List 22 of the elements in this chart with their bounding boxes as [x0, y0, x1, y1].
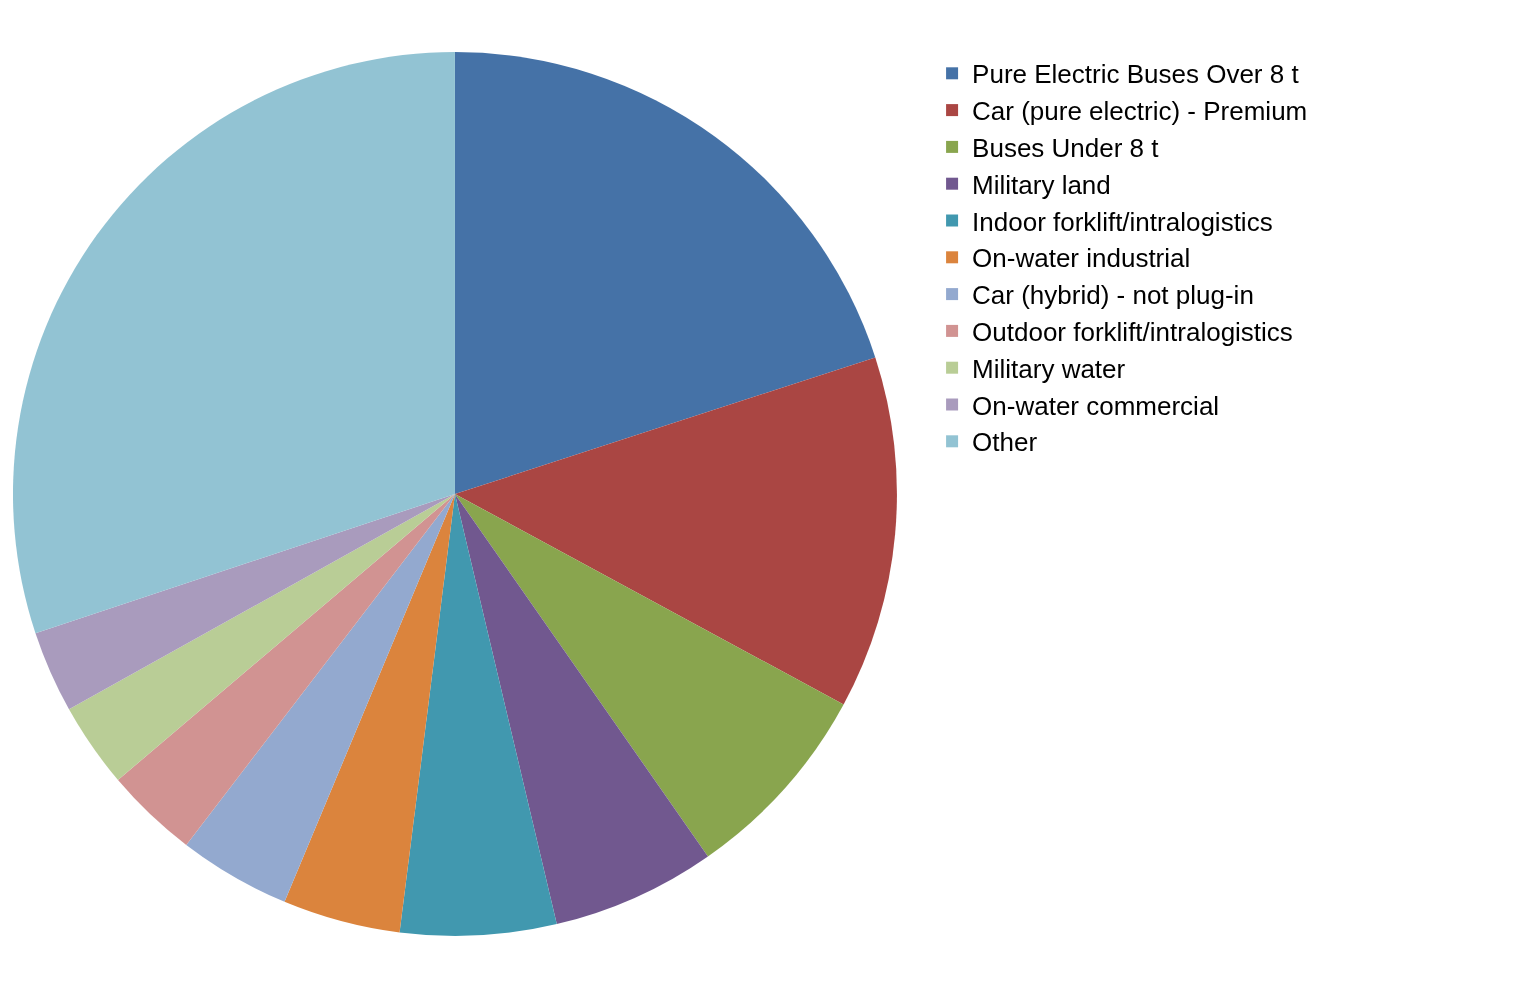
pie-slice [186, 494, 455, 902]
pie-slice [454, 357, 897, 705]
pie-slice [454, 52, 876, 495]
legend-label: Pure Electric Buses Over 8 t [972, 59, 1300, 90]
legend-label: Other [972, 427, 1038, 458]
legend-label: Military water [972, 353, 1126, 384]
pie-slice [399, 494, 557, 936]
legend-label: Indoor forklift/intralogistics [972, 206, 1273, 237]
legend-label: Buses Under 8 t [972, 133, 1160, 164]
pie-slice [69, 494, 455, 780]
pie-slice [117, 494, 455, 845]
pie-slice [284, 494, 455, 933]
pie-slice [35, 494, 455, 710]
pie-slice [454, 494, 844, 857]
legend-label: On-water industrial [972, 243, 1191, 274]
legend-label: Outdoor forklift/intralogistics [972, 317, 1293, 348]
pie-slice [13, 52, 455, 634]
legend-label: On-water commercial [972, 390, 1220, 421]
legend-label: Car (pure electric) - Premium [972, 96, 1308, 127]
legend-label: Military land [972, 169, 1111, 200]
legend-label: Car (hybrid) - not plug-in [972, 280, 1254, 311]
pie-slice [454, 494, 708, 925]
